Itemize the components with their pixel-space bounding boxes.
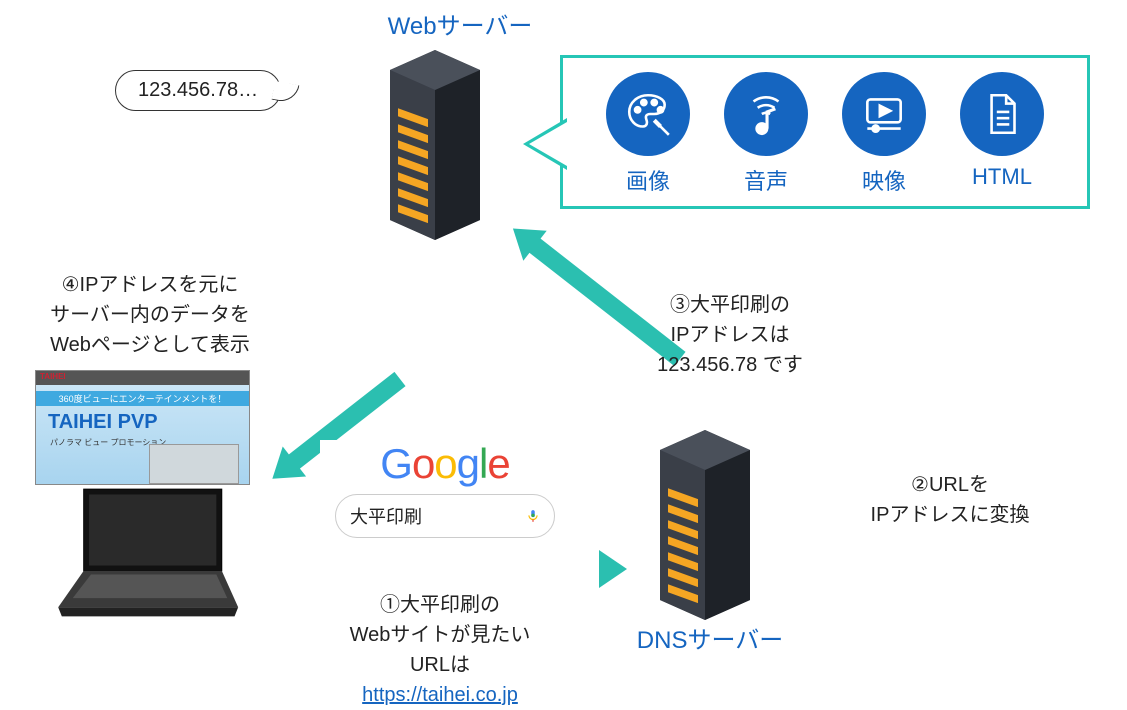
step1-url-link[interactable]: https://taihei.co.jp	[362, 684, 518, 706]
content-item-html: HTML	[960, 72, 1044, 196]
audio-icon	[724, 72, 808, 156]
callout-tail	[523, 118, 567, 170]
html-doc-icon	[960, 72, 1044, 156]
arrow-laptop-to-dns	[255, 560, 605, 578]
screenshot-title: TAIHEI PVP	[48, 411, 158, 434]
content-item-image: 画像	[606, 72, 690, 196]
content-item-audio: 音声	[724, 72, 808, 196]
web-server-label: Webサーバー	[350, 6, 570, 41]
mic-icon[interactable]	[526, 509, 540, 523]
laptop-icon	[40, 480, 240, 635]
google-search-box: Google 大平印刷	[320, 440, 570, 538]
screenshot-banner: 360度ビューにエンターテインメントを！	[36, 391, 249, 406]
screenshot-brand: TAIHEI	[40, 372, 66, 381]
palette-icon	[606, 72, 690, 156]
google-search-value: 大平印刷	[350, 503, 422, 529]
google-logo: Google	[320, 440, 570, 488]
dns-server-icon	[640, 420, 770, 630]
content-types-box: 画像 音声 映像 HTML	[560, 55, 1090, 209]
step3-line2: IPアドレスは	[600, 320, 860, 350]
ip-address-bubble: 123.456.78…	[115, 70, 281, 111]
web-server-icon	[370, 40, 500, 250]
step1-line3: URLは	[310, 650, 570, 680]
dns-server-label: DNSサーバー	[610, 620, 810, 655]
step4-line2: サーバー内のデータを	[20, 300, 280, 330]
content-item-video: 映像	[842, 72, 926, 196]
step4-text: ④IPアドレスを元に サーバー内のデータを Webページとして表示	[20, 270, 280, 360]
step4-line3: Webページとして表示	[20, 330, 280, 360]
google-search-input[interactable]: 大平印刷	[335, 494, 555, 538]
step3-line3: 123.456.78 です	[600, 350, 860, 380]
webpage-screenshot: TAIHEI 360度ビューにエンターテインメントを！ TAIHEI PVP パ…	[35, 370, 250, 485]
content-label-image: 画像	[626, 164, 670, 196]
content-label-html: HTML	[972, 164, 1032, 190]
content-label-audio: 音声	[744, 164, 788, 196]
step2-text: ②URLを IPアドレスに変換	[830, 470, 1070, 530]
step3-text: ③大平印刷の IPアドレスは 123.456.78 です	[600, 290, 860, 380]
step2-line1: ②URLを	[830, 470, 1070, 500]
step3-line1: ③大平印刷の	[600, 290, 860, 320]
step1-line2: Webサイトが見たい	[310, 620, 570, 650]
content-label-video: 映像	[862, 164, 906, 196]
step4-line1: ④IPアドレスを元に	[20, 270, 280, 300]
step2-line2: IPアドレスに変換	[830, 500, 1070, 530]
ip-address-text: 123.456.78…	[138, 79, 258, 101]
step1-line1: ①大平印刷の	[310, 590, 570, 620]
video-icon	[842, 72, 926, 156]
step1-text: ①大平印刷の Webサイトが見たい URLは https://taihei.co…	[310, 590, 570, 710]
